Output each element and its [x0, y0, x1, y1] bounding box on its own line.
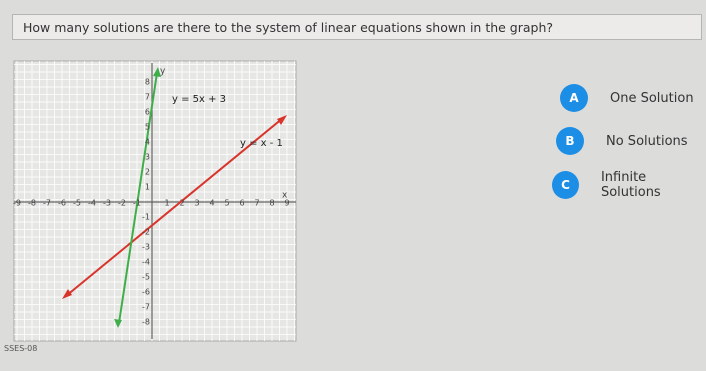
- x-tick-label: -4: [88, 199, 96, 208]
- y-tick-label: 1: [145, 183, 150, 192]
- x-tick-label: -7: [43, 199, 51, 208]
- y-tick-label: -7: [142, 303, 150, 312]
- y-tick-label: 3: [145, 153, 150, 162]
- y-tick-label: 6: [145, 108, 150, 117]
- equation-label: y = x - 1: [240, 138, 283, 149]
- choice-text: No Solutions: [606, 133, 688, 149]
- question: How many solutions are there to the syst…: [12, 14, 702, 40]
- y-tick-label: -2: [142, 228, 150, 237]
- choice-letter: A: [560, 84, 588, 112]
- choice-text: Infinite Solutions: [600, 170, 661, 200]
- axis-label: y: [160, 67, 166, 77]
- y-tick-label: -4: [142, 258, 150, 267]
- x-tick-label: -2: [118, 199, 126, 208]
- arrow: [277, 115, 287, 125]
- x-tick-label: 8: [269, 199, 274, 208]
- x-tick-label: 1: [164, 199, 169, 208]
- axis-label: x: [282, 191, 288, 201]
- y-tick-label: -5: [142, 273, 150, 282]
- y-tick-label: 8: [145, 78, 150, 87]
- y-tick-label: 4: [145, 138, 150, 147]
- y-tick-label: 2: [145, 168, 150, 177]
- y-tick-label: -8: [142, 318, 150, 327]
- x-tick-label: -5: [73, 199, 81, 208]
- graph: y = 5x + 3 y = x - 1 y x -9 -8 -7 -6 -5 -4 -3-…: [13, 60, 297, 342]
- footer: SSES-08: [4, 344, 38, 353]
- choice-letter: B: [556, 127, 584, 155]
- y-tick-label: -3: [142, 243, 150, 252]
- line-green: [118, 72, 158, 324]
- x-tick-label: 4: [209, 199, 214, 208]
- graph-background: [13, 60, 297, 342]
- line-red: [65, 117, 284, 297]
- choice-letter: C: [552, 171, 579, 199]
- arrow: [62, 289, 72, 299]
- y-tick-label: -6: [142, 288, 150, 297]
- equation-label: y = 5x + 3: [172, 94, 226, 105]
- x-tick-label: 2: [179, 199, 184, 208]
- x-tick-label: -8: [28, 199, 36, 208]
- y-tick-label: 5: [145, 123, 150, 132]
- arrow: [114, 319, 122, 328]
- x-tick-label: 6: [239, 199, 244, 208]
- x-tick-label: 5: [224, 199, 229, 208]
- choice[interactable]: A One Solution: [560, 84, 694, 112]
- x-tick-label: 3: [194, 199, 199, 208]
- x-tick-label: -6: [58, 199, 66, 208]
- choice-text: One Solution: [610, 90, 694, 106]
- x-tick-label: -1: [133, 199, 141, 208]
- x-tick-label: 7: [254, 199, 259, 208]
- arrow: [153, 67, 161, 77]
- x-tick-label: -9: [13, 199, 21, 208]
- y-tick-label: -1: [142, 213, 150, 222]
- y-tick-label: 7: [145, 93, 150, 102]
- choice[interactable]: B No Solutions: [556, 127, 688, 155]
- x-tick-label: -3: [103, 199, 111, 208]
- x-tick-label: 9: [284, 199, 289, 208]
- choice[interactable]: C Infinite Solutions: [552, 170, 706, 200]
